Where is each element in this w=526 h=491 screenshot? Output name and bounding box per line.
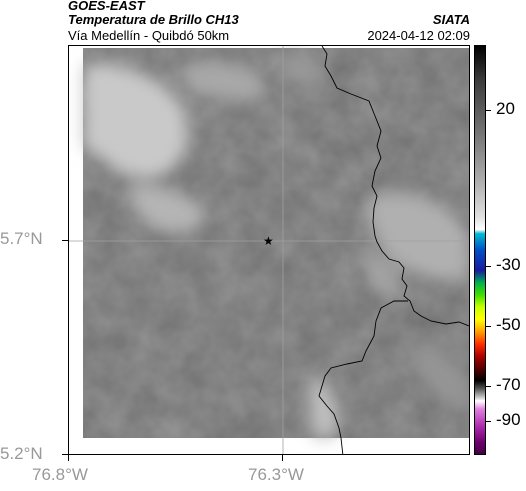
region-subtitle: Vía Medellín - Quibdó 50km xyxy=(68,28,230,43)
lon-label-76.3: 76.3°W xyxy=(248,465,304,484)
map-canvas: ★ xyxy=(69,46,469,454)
colorbar-label-minus90: -90 xyxy=(496,410,521,429)
cloud-patches xyxy=(83,55,469,438)
colorbar xyxy=(474,45,486,455)
colorbar-tick xyxy=(486,326,491,327)
south-border xyxy=(318,300,408,454)
colorbar-label-20: 20 xyxy=(496,99,515,118)
lat-tick xyxy=(62,240,68,241)
colorbar-tick xyxy=(486,386,491,387)
timestamp-label: 2024-04-12 02:09 xyxy=(367,28,470,43)
product-title: Temperatura de Brillo CH13 xyxy=(68,12,239,27)
satellite-title: GOES-EAST xyxy=(68,0,145,13)
colorbar-tick xyxy=(486,266,491,267)
lon-tick xyxy=(282,455,283,461)
colorbar-tick xyxy=(486,421,491,422)
source-label: SIATA xyxy=(432,12,470,27)
lat-label-5.7: 5.7°N xyxy=(0,229,43,248)
lat-label-5.2: 5.2°N xyxy=(0,444,43,463)
department-border xyxy=(321,46,469,327)
colorbar-label-minus30: -30 xyxy=(496,255,521,274)
colorbar-gradient xyxy=(475,46,485,454)
colorbar-label-minus50: -50 xyxy=(496,315,521,334)
satellite-map[interactable]: ★ xyxy=(68,45,470,455)
lon-tick xyxy=(68,455,69,461)
station-marker[interactable]: ★ xyxy=(263,234,274,248)
lon-label-76.8: 76.8°W xyxy=(32,465,88,484)
colorbar-label-minus70: -70 xyxy=(496,375,521,394)
colorbar-tick xyxy=(486,110,491,111)
lat-tick xyxy=(62,454,68,455)
